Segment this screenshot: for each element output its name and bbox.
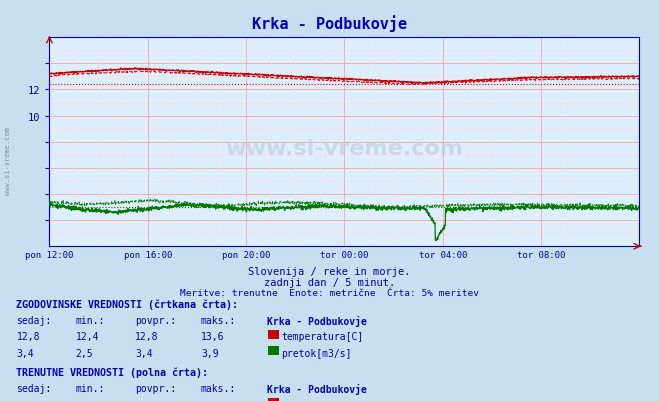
- Text: 2,5: 2,5: [76, 348, 94, 358]
- Text: tor 04:00: tor 04:00: [418, 251, 467, 259]
- Text: pretok[m3/s]: pretok[m3/s]: [281, 348, 352, 358]
- Text: TRENUTNE VREDNOSTI (polna črta):: TRENUTNE VREDNOSTI (polna črta):: [16, 367, 208, 378]
- Text: www.si-vreme.com: www.si-vreme.com: [225, 139, 463, 158]
- Text: povpr.:: povpr.:: [135, 315, 176, 325]
- Text: 3,9: 3,9: [201, 348, 219, 358]
- Text: min.:: min.:: [76, 383, 105, 393]
- Text: min.:: min.:: [76, 315, 105, 325]
- Text: Meritve: trenutne  Enote: metrične  Črta: 5% meritev: Meritve: trenutne Enote: metrične Črta: …: [180, 288, 479, 297]
- Text: temperatura[C]: temperatura[C]: [281, 332, 364, 341]
- Text: zadnji dan / 5 minut.: zadnji dan / 5 minut.: [264, 277, 395, 288]
- Text: 3,4: 3,4: [135, 348, 153, 358]
- Text: ZGODOVINSKE VREDNOSTI (črtkana črta):: ZGODOVINSKE VREDNOSTI (črtkana črta):: [16, 299, 239, 309]
- Text: sedaj:: sedaj:: [16, 315, 51, 325]
- Text: pon 16:00: pon 16:00: [124, 251, 172, 259]
- Text: sedaj:: sedaj:: [16, 383, 51, 393]
- Text: povpr.:: povpr.:: [135, 383, 176, 393]
- Text: maks.:: maks.:: [201, 383, 236, 393]
- Text: 13,0: 13,0: [135, 400, 159, 401]
- Text: 13,7: 13,7: [201, 400, 225, 401]
- Text: 12,8: 12,8: [135, 332, 159, 341]
- Text: 3,4: 3,4: [16, 348, 34, 358]
- Text: pon 20:00: pon 20:00: [222, 251, 270, 259]
- Text: 13,6: 13,6: [201, 332, 225, 341]
- Text: 12,5: 12,5: [76, 400, 100, 401]
- Text: temperatura[C]: temperatura[C]: [281, 400, 364, 401]
- Text: Krka - Podbukovje: Krka - Podbukovje: [267, 383, 367, 395]
- Text: Slovenija / reke in morje.: Slovenija / reke in morje.: [248, 267, 411, 277]
- Text: 12,4: 12,4: [76, 332, 100, 341]
- Text: pon 12:00: pon 12:00: [25, 251, 74, 259]
- Text: www.si-vreme.com: www.si-vreme.com: [5, 126, 11, 194]
- Text: tor 00:00: tor 00:00: [320, 251, 368, 259]
- Text: 12,8: 12,8: [16, 332, 40, 341]
- Text: maks.:: maks.:: [201, 315, 236, 325]
- Text: 13,0: 13,0: [16, 400, 40, 401]
- Text: Krka - Podbukovje: Krka - Podbukovje: [267, 315, 367, 326]
- Text: tor 08:00: tor 08:00: [517, 251, 565, 259]
- Text: Krka - Podbukovje: Krka - Podbukovje: [252, 15, 407, 32]
